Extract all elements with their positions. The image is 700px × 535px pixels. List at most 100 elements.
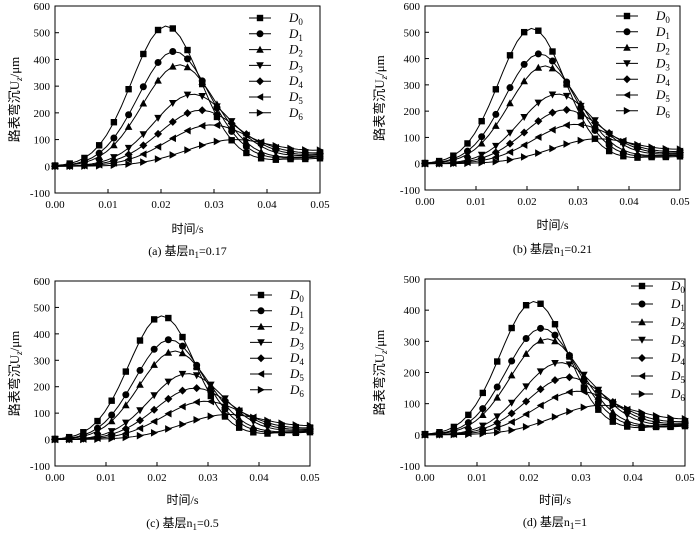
data-point [551, 331, 559, 339]
data-point [207, 397, 215, 406]
data-point [535, 27, 542, 34]
data-point [140, 50, 147, 58]
legend-subscript: 6 [299, 389, 304, 399]
legend-subscript: 5 [299, 373, 304, 383]
y-tick-label: 300 [404, 336, 421, 348]
data-point [551, 360, 559, 368]
data-point [493, 383, 501, 391]
data-point [506, 129, 514, 137]
data-point [534, 117, 543, 126]
legend-marker [256, 62, 264, 70]
legend-main: D [655, 24, 666, 39]
data-point [213, 137, 221, 146]
caption-text: (a) 基层n [148, 244, 194, 258]
data-point [125, 111, 133, 119]
data-point [150, 428, 158, 437]
data-point [213, 103, 221, 111]
legend-marker [256, 45, 264, 53]
data-point [506, 52, 514, 59]
data-point [227, 119, 236, 128]
data-point [227, 125, 235, 133]
y-tick-label: 200 [404, 368, 421, 380]
data-point [154, 114, 162, 122]
legend-label: D0 [288, 10, 303, 27]
data-point [198, 121, 206, 130]
data-point [551, 321, 559, 328]
data-point [168, 134, 176, 143]
data-point [652, 415, 660, 424]
series [51, 135, 324, 171]
data-point [464, 421, 473, 429]
data-point [551, 413, 559, 421]
x-tick-label: 0.05 [670, 196, 690, 208]
data-point [95, 162, 103, 170]
legend-marker [623, 28, 631, 36]
data-point [178, 349, 187, 357]
caption-subscript: 1 [560, 248, 565, 258]
data-point [608, 398, 616, 407]
y-axis-label-unit: /μm [372, 330, 387, 351]
data-point [154, 26, 162, 34]
legend-marker [257, 386, 265, 394]
data-point [124, 155, 132, 164]
legend-marker [256, 14, 264, 22]
data-point [463, 150, 472, 158]
data-point [608, 408, 617, 416]
data-point [165, 314, 172, 322]
legend-marker [257, 322, 265, 330]
data-point [494, 428, 502, 437]
y-tick-label: -100 [400, 185, 421, 197]
plot-frame [424, 278, 686, 467]
data-point [51, 435, 59, 444]
legend-marker [257, 370, 265, 378]
data-point [93, 427, 102, 435]
caption-subscript: 1 [193, 522, 198, 532]
data-point [535, 149, 543, 157]
legend-marker [638, 318, 646, 326]
data-point [235, 407, 243, 415]
legend-subscript: 1 [680, 303, 685, 313]
legend-main: D [670, 278, 681, 293]
legend-subscript: 0 [665, 15, 670, 25]
data-point [479, 405, 487, 413]
data-point [652, 411, 660, 420]
y-tick-label: 400 [404, 54, 421, 66]
legend-label: D0 [655, 8, 670, 25]
data-point [591, 118, 599, 127]
plot-frame [424, 5, 681, 191]
data-point [492, 157, 500, 166]
data-point [520, 60, 528, 68]
y-axis-label: 路表弯沉Uz/μm [7, 331, 24, 417]
legend-subscript: 4 [680, 357, 685, 367]
data-point [81, 162, 89, 170]
data-point [94, 417, 101, 425]
x-tick-label: 0.00 [415, 472, 435, 484]
data-point [184, 146, 192, 154]
x-tick-label: 0.00 [415, 196, 435, 208]
x-axis-label: 时间/s [536, 218, 568, 232]
data-point [508, 426, 516, 434]
data-point [164, 348, 173, 356]
data-point [108, 397, 115, 404]
y-axis-label-unit: /μm [7, 331, 22, 352]
legend-subscript: 0 [680, 285, 685, 295]
data-point [562, 92, 571, 100]
data-point [124, 144, 133, 152]
legend-subscript: 5 [680, 375, 685, 385]
data-point [179, 342, 186, 350]
caption-text: (d) 基层n [523, 515, 570, 529]
data-point [464, 159, 472, 168]
x-tick-label: 0.05 [300, 472, 320, 484]
legend-subscript: 2 [665, 47, 670, 57]
data-point [110, 118, 118, 126]
legend-marker [256, 93, 264, 101]
legend-subscript: 6 [298, 112, 303, 122]
data-point [436, 430, 444, 439]
legend-label: D0 [289, 287, 304, 304]
data-point [136, 416, 144, 425]
y-tick-label: 300 [34, 81, 51, 93]
legend-subscript: 5 [665, 94, 670, 104]
data-point [206, 387, 215, 396]
data-point [534, 99, 543, 107]
series-line [424, 138, 681, 165]
